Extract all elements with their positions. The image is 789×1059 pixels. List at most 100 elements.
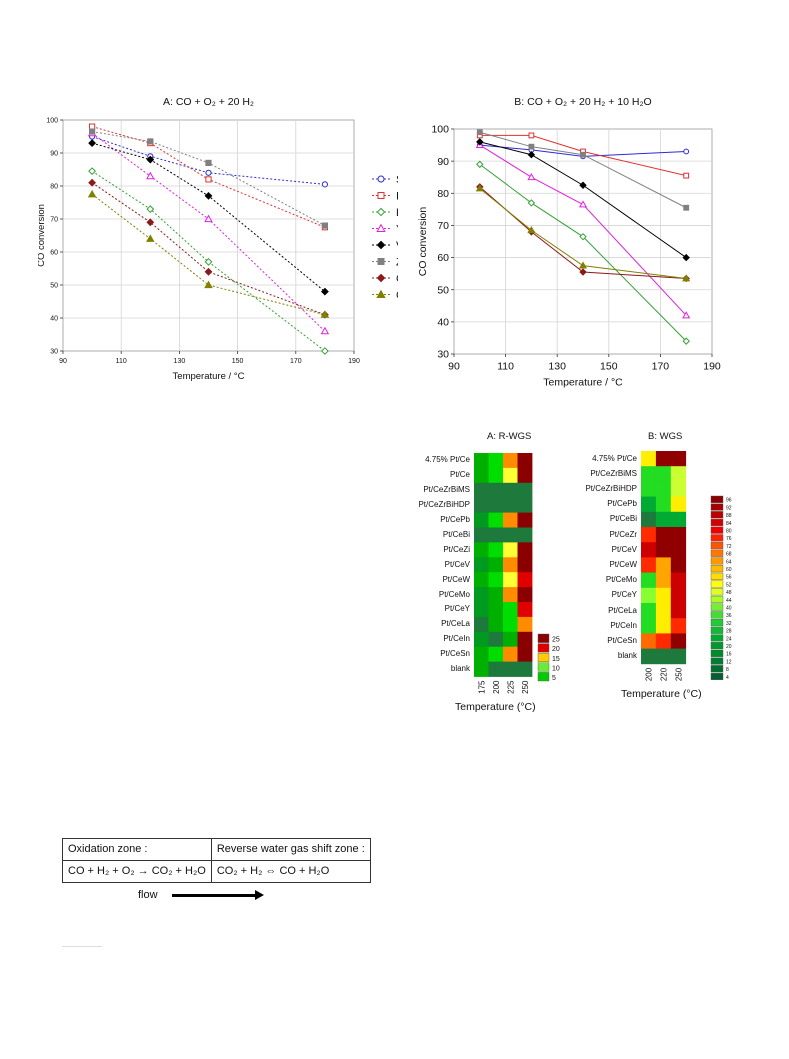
hmB-cell-4-75-pt-ce-220 [655, 451, 672, 467]
hmB-colorbar-label-72: 72 [726, 544, 732, 550]
hmB-colorbar-swatch-64 [710, 557, 724, 565]
rwgs-zone-title: Reverse water gas shift zone : [216, 843, 365, 855]
chartA-point-y [146, 171, 155, 180]
chartB-point-series-3 [527, 199, 536, 207]
hmB-cell-pt-cesn-250 [670, 633, 687, 649]
hmB-colorbar-label-96: 96 [726, 498, 732, 504]
hmB-cell-pt-cezrbihdp-200 [641, 481, 657, 497]
chartA-x-axis-label: Temperature / °C [173, 371, 245, 382]
hmB-cell-pt-cemo-250 [670, 572, 687, 589]
hmB-colorbar-swatch-80 [710, 526, 724, 534]
hmB-colorbar-label-60: 60 [726, 567, 732, 573]
hmB-row-label-pt-cev: Pt/CeV [611, 544, 637, 554]
hmB-row-label-pt-cemo: Pt/CeMo [605, 575, 637, 585]
chartA-series-line-v [91, 142, 326, 292]
hmB-row-label-pt-cela: Pt/CeLa [608, 605, 637, 615]
chartB-series-line-series-1 [479, 144, 687, 157]
hmB-cell-pt-cezrbihdp-250 [670, 481, 687, 497]
hmB-row-label-pt-cebi: Pt/CeBi [609, 514, 637, 524]
chartA-series-line-y [91, 132, 326, 332]
hmB-x-tick-label-250: 250 [674, 667, 683, 681]
hmB-colorbar-swatch-96 [710, 495, 724, 503]
hmB-cell-4-75-pt-ce-200 [641, 451, 657, 467]
chartA-point-v [320, 287, 329, 296]
hmA-x-tick-label-200: 200 [492, 680, 501, 694]
chartA-series-line-ce2 [91, 193, 326, 316]
hmB-colorbar-label-80: 80 [726, 529, 732, 535]
line-chart-a: A: CO + O₂ + 20 H₂ 90 110 130 150 170 190 30 40 5… [38, 96, 398, 382]
hmA-row-label-pt-ce: Pt/Ce [449, 470, 470, 480]
hmB-row-label-pt-cezrbihdp: Pt/CeZrBiHDP [585, 484, 637, 493]
hmB-cell-pt-cesn-220 [655, 633, 672, 649]
hmA-row-label-pt-cesn: Pt/CeSn [440, 649, 470, 659]
chartA-point-la [320, 347, 329, 355]
chartA-legend-label-y: Y [396, 224, 398, 236]
hmB-cell-blank-200 [641, 648, 657, 665]
hmB-cell-pt-cemo-220 [655, 572, 672, 589]
hmA-row-label-pt-cemo: Pt/CeMo [438, 589, 470, 599]
chartA-point-zr [147, 138, 154, 145]
hmB-cell-pt-cepb-250 [670, 496, 687, 513]
chartB-point-series-6 [683, 204, 690, 211]
chartA-legend-marker-zr [377, 258, 385, 265]
chartB-x-tick-label: 170 [652, 361, 670, 373]
oxidation-zone-equation: CO + H₂ + O₂ → CO₂ + H₂O [63, 860, 211, 882]
chartA-title: A: CO + O₂ + 20 H₂ [163, 96, 254, 108]
hmB-colorbar-label-44: 44 [726, 598, 732, 604]
hmB-cell-pt-cein-220 [655, 618, 672, 634]
hmB-colorbar-label-52: 52 [726, 582, 732, 588]
hmB-colorbar-swatch-20 [710, 642, 724, 650]
hmB-colorbar-label-8: 8 [726, 667, 729, 673]
hmB-row-label-pt-cezrbims: Pt/CeZrBiMS [590, 468, 637, 478]
hmB-colorbar-swatch-52 [710, 580, 724, 588]
chartA-series-line-sn [91, 136, 325, 185]
hmA-row-label-pt-cezi: Pt/CeZi [443, 544, 470, 554]
chartB-title: B: CO + O₂ + 20 H₂ + 10 H₂O [514, 96, 651, 108]
chartB-series-line-series-8 [479, 188, 687, 279]
chartA-legend-label-in: In [396, 191, 398, 203]
hmB-cell-pt-cezrbims-220 [655, 466, 672, 482]
chartA-x-tick-label: 110 [116, 358, 127, 365]
flow-arrow-icon [171, 889, 264, 900]
chartA-point-ce [146, 218, 155, 227]
hmB-colorbar-label-84: 84 [726, 521, 732, 527]
hmA-row-label-4-75-pt-ce: 4.75% Pt/Ce [425, 455, 470, 465]
footnote-rule [62, 946, 102, 947]
chartB-point-series-3 [682, 337, 690, 345]
hmB-cell-pt-cev-220 [655, 542, 672, 558]
hmB-x-tick-label-220: 220 [659, 667, 668, 681]
hmB-colorbar-swatch-44 [710, 595, 724, 603]
chartB-y-tick-label: 40 [437, 317, 449, 329]
hmA-row-label-pt-cepb: Pt/CePb [440, 515, 470, 525]
hmB-cell-pt-cein-200 [641, 618, 657, 634]
flow-label: flow [138, 889, 158, 901]
chartA-legend-marker-y [376, 223, 386, 232]
chartA-legend-marker-ce [376, 273, 386, 283]
hmA-row-label-blank: blank [450, 664, 470, 674]
hmB-colorbar-label-92: 92 [726, 505, 732, 511]
hmB-colorbar-swatch-60 [710, 565, 724, 573]
chartB-point-series-6 [528, 143, 535, 150]
hmB-cell-pt-cezr-200 [641, 527, 657, 543]
chartA-point-sn [321, 181, 328, 188]
hmB-colorbar-label-68: 68 [726, 552, 732, 558]
hmA-colorbar-label-10: 10 [552, 665, 560, 672]
hmB-row-label-pt-cein: Pt/CeIn [610, 620, 637, 630]
chartA-y-tick-label: 60 [50, 249, 58, 256]
hmB-colorbar-label-12: 12 [726, 659, 732, 665]
hmB-colorbar-label-64: 64 [726, 559, 732, 565]
hmB-cell-pt-cew-200 [641, 557, 657, 573]
chartB-x-tick-label: 130 [548, 361, 566, 373]
chartB-point-series-5 [682, 253, 690, 262]
chartB-y-tick-label: 90 [437, 156, 449, 168]
hmA-x-tick-label-250: 250 [521, 680, 530, 694]
chartA-y-tick-label: 30 [50, 348, 58, 355]
hmB-cell-pt-cemo-200 [641, 572, 657, 589]
hmB-cell-pt-cela-220 [655, 603, 672, 619]
hmB-cell-pt-cepb-200 [641, 496, 657, 513]
hmB-colorbar-swatch-36 [710, 611, 724, 619]
chartA-point-v [88, 139, 97, 148]
hmB-cell-pt-cey-250 [670, 587, 687, 604]
hmB-colorbar-swatch-24 [710, 634, 724, 642]
hmA-x-axis-label: Temperature (°C) [455, 700, 536, 713]
